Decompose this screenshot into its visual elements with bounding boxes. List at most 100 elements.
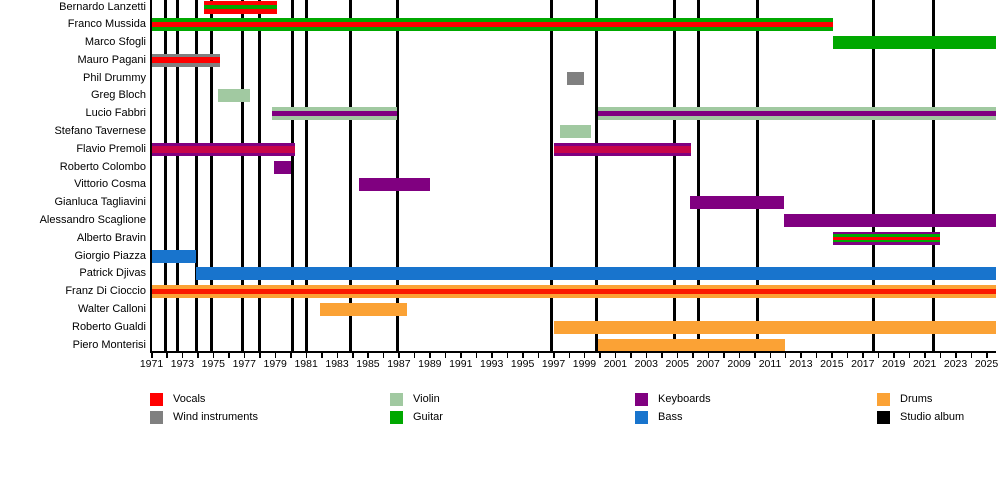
y-axis-line bbox=[150, 0, 152, 353]
axis-tick bbox=[831, 353, 833, 358]
member-label: Lucio Fabbri bbox=[85, 107, 146, 120]
axis-tick bbox=[815, 353, 818, 358]
album-line bbox=[349, 0, 353, 352]
instrument-stripe-vocals_warm bbox=[151, 289, 996, 295]
legend-swatch-album bbox=[877, 410, 890, 424]
axis-tick-label: 1989 bbox=[418, 358, 442, 370]
axis-tick bbox=[707, 353, 710, 358]
axis-tick-label: 2001 bbox=[603, 358, 628, 370]
album-line bbox=[395, 0, 399, 352]
legend-swatch-keyboards bbox=[635, 392, 648, 406]
legend-label-drums: Drums bbox=[900, 393, 933, 405]
member-label: Alberto Bravin bbox=[76, 231, 146, 244]
album-line bbox=[932, 0, 936, 352]
axis-tick bbox=[908, 353, 911, 358]
member-label: Walter Calloni bbox=[77, 302, 146, 315]
album-line bbox=[163, 0, 167, 352]
member-bar bbox=[358, 178, 430, 192]
album-line bbox=[304, 0, 308, 352]
member-bar bbox=[553, 142, 692, 156]
member-label: Roberto Gualdi bbox=[72, 320, 146, 333]
member-label: Gianluca Tagliavini bbox=[54, 196, 146, 209]
axis-tick bbox=[491, 353, 493, 358]
axis-tick bbox=[769, 353, 772, 358]
legend-item: Studio album bbox=[877, 410, 964, 424]
legend-item: Violin bbox=[390, 392, 440, 406]
member-bar bbox=[553, 320, 996, 334]
axis-tick bbox=[444, 353, 447, 358]
instrument-stripe-wind bbox=[151, 63, 220, 67]
instrument-stripe-drums bbox=[151, 294, 996, 299]
legend-item: Keyboards bbox=[635, 392, 711, 406]
instrument-stripe-violin bbox=[559, 125, 591, 139]
legend-label-violin: Violin bbox=[413, 393, 440, 405]
axis-tick-label: 1991 bbox=[449, 358, 473, 370]
instrument-stripe-drums bbox=[320, 302, 407, 316]
member-label: Bernardo Lanzetti bbox=[59, 0, 146, 13]
axis-tick bbox=[800, 353, 802, 358]
axis-tick bbox=[614, 353, 617, 358]
instrument-stripe-guitar bbox=[833, 239, 941, 243]
axis-tick bbox=[522, 353, 524, 358]
instrument-stripe-violin bbox=[272, 116, 398, 121]
member-bar bbox=[151, 53, 220, 67]
axis-tick bbox=[382, 353, 385, 358]
axis-tick bbox=[336, 353, 339, 358]
member-bar bbox=[151, 285, 996, 299]
instrument-stripe-vocals_crimson bbox=[553, 145, 692, 153]
instrument-stripe-keyboards bbox=[833, 231, 941, 235]
album-line bbox=[194, 0, 198, 352]
axis-tick bbox=[537, 353, 540, 358]
member-bar bbox=[833, 231, 941, 245]
instrument-stripe-vocals bbox=[204, 0, 277, 5]
axis-tick-label: 2007 bbox=[696, 358, 720, 370]
member-label: Piero Monterisi bbox=[72, 338, 146, 351]
instrument-stripe-vocals bbox=[151, 22, 834, 28]
instrument-stripe-violin bbox=[217, 89, 251, 103]
axis-tick bbox=[321, 353, 323, 358]
instrument-stripe-keyboards bbox=[598, 111, 996, 117]
axis-tick bbox=[939, 353, 942, 358]
legend-label-guitar: Guitar bbox=[413, 411, 443, 423]
axis-tick-label: 1981 bbox=[294, 358, 318, 370]
axis-tick bbox=[738, 353, 741, 358]
instrument-stripe-keyboards bbox=[553, 142, 692, 146]
axis-tick bbox=[212, 353, 215, 358]
x-axis-line bbox=[150, 351, 996, 353]
member-label: Stefano Tavernese bbox=[54, 125, 146, 138]
member-bar bbox=[598, 338, 786, 352]
axis-tick bbox=[398, 353, 400, 358]
axis-tick bbox=[166, 353, 168, 358]
legend-swatch-vocals bbox=[150, 392, 163, 406]
legend-item: Vocals bbox=[150, 392, 205, 406]
axis-tick-label: 2019 bbox=[882, 358, 906, 370]
member-bar bbox=[320, 302, 407, 316]
member-label: Franz Di Cioccio bbox=[65, 285, 146, 298]
instrument-stripe-vocals bbox=[833, 236, 941, 240]
legend-label-bass: Bass bbox=[658, 411, 683, 423]
instrument-stripe-guitar bbox=[833, 36, 996, 50]
instrument-stripe-violin bbox=[272, 107, 398, 112]
legend-label-keyboards: Keyboards bbox=[658, 393, 711, 405]
axis-tick bbox=[754, 353, 756, 358]
axis-tick bbox=[243, 353, 246, 358]
instrument-stripe-violin bbox=[598, 116, 996, 121]
axis-tick-label: 1975 bbox=[201, 358, 226, 370]
axis-tick bbox=[676, 353, 679, 358]
instrument-stripe-guitar bbox=[204, 4, 277, 9]
instrument-stripe-keyboards bbox=[833, 242, 941, 245]
legend-label-vocals: Vocals bbox=[173, 393, 206, 405]
member-bar bbox=[559, 125, 591, 139]
axis-tick bbox=[413, 353, 416, 358]
legend-swatch-bass bbox=[635, 410, 648, 424]
instrument-stripe-vocals bbox=[204, 8, 277, 14]
album-line bbox=[550, 0, 554, 352]
axis-tick bbox=[583, 353, 586, 358]
legend-item: Wind instruments bbox=[150, 410, 258, 424]
legend-swatch-violin bbox=[390, 392, 403, 406]
instrument-stripe-guitar bbox=[151, 18, 834, 23]
axis-tick bbox=[305, 353, 308, 358]
instrument-stripe-guitar bbox=[833, 234, 941, 237]
album-line bbox=[672, 0, 676, 352]
